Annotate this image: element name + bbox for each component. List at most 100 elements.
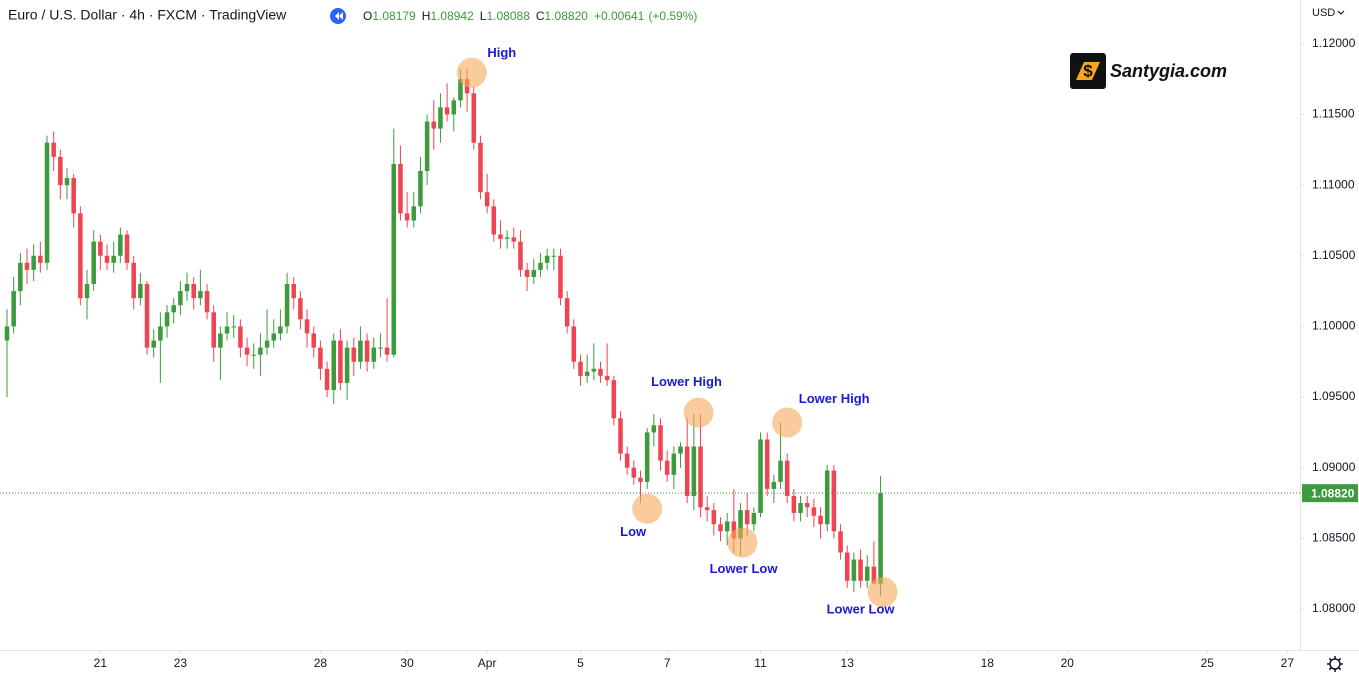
candle-body	[4, 326, 10, 341]
candle-body	[151, 340, 156, 348]
x-tick-label: 18	[981, 656, 995, 670]
candle-body	[698, 446, 703, 508]
last-price-box	[1302, 484, 1358, 503]
annotation-marker	[456, 57, 487, 88]
annotation-marker	[632, 493, 663, 524]
candle-body	[11, 291, 16, 327]
candle-body	[511, 237, 517, 242]
y-tick-label: 1.10500	[1312, 248, 1356, 262]
candle-body	[864, 566, 870, 581]
candle-body	[824, 470, 830, 525]
annotation-marker	[683, 397, 714, 428]
settings-icon[interactable]	[1327, 656, 1343, 672]
logo-text: Santygia.com	[1110, 61, 1227, 81]
replay-icon[interactable]	[330, 8, 346, 24]
candle-body	[558, 255, 563, 299]
candle-body	[504, 237, 510, 239]
candle-body	[878, 493, 883, 584]
candle-body	[351, 347, 357, 362]
candle-body	[224, 326, 230, 334]
candle-body	[358, 340, 363, 362]
candle-body	[144, 284, 150, 348]
legend-value: 1.08942	[430, 9, 474, 23]
candle-body	[451, 100, 457, 115]
candle-body	[98, 241, 103, 256]
candle-body	[631, 467, 637, 478]
candle-body	[604, 375, 610, 381]
x-tick-label: Apr	[478, 656, 497, 670]
candle-body	[638, 477, 643, 482]
candle-body	[724, 521, 730, 532]
legend-key: L	[480, 9, 487, 23]
ohlc-legend: O1.08179 H1.08942 L1.08088 C1.08820 +0.00641…	[363, 9, 697, 23]
currency-caret	[1337, 10, 1345, 15]
candle-body	[258, 347, 263, 355]
candle-body	[458, 79, 463, 101]
logo-dollar: $	[1083, 61, 1093, 80]
candle-body	[38, 255, 43, 263]
legend-change: +0.00641	[594, 9, 645, 23]
candle-body	[624, 453, 630, 468]
candle-body	[718, 524, 723, 532]
candle-body	[844, 552, 850, 581]
candle-body	[198, 291, 203, 299]
candle-body	[471, 93, 477, 143]
candle-body	[744, 510, 750, 525]
candle-body	[424, 121, 430, 171]
currency[interactable]: USD	[1312, 7, 1335, 19]
candle-body	[618, 418, 623, 454]
candle-body	[104, 255, 110, 263]
x-tick-label: 20	[1061, 656, 1075, 670]
candle-body	[431, 121, 437, 129]
candle-body	[778, 460, 783, 482]
candle-body	[378, 347, 383, 349]
candle-body	[278, 326, 283, 334]
candle-body	[78, 213, 83, 299]
candle-body	[704, 507, 710, 511]
candle-body	[531, 269, 537, 277]
candle-body	[804, 503, 810, 508]
candle-body	[311, 333, 317, 348]
candle-body	[24, 262, 30, 270]
candle-body	[318, 347, 323, 369]
candle-body	[411, 206, 417, 221]
y-tick-label: 1.12000	[1312, 36, 1356, 50]
candle-body	[158, 326, 163, 341]
candle-body	[818, 515, 823, 525]
y-tick-label: 1.10000	[1312, 319, 1356, 333]
last-price-label: 1.08820	[1311, 486, 1355, 500]
candle-body	[384, 347, 390, 355]
x-tick-label: 5	[577, 656, 584, 670]
candle-body	[524, 269, 530, 277]
legend-key: C	[536, 9, 545, 23]
x-tick-label: 11	[754, 656, 767, 670]
candle-body	[291, 284, 297, 299]
candle-body	[691, 446, 697, 496]
candle-body	[71, 178, 76, 214]
candle-body	[598, 368, 603, 376]
candle-body	[811, 507, 817, 516]
candle-body	[651, 425, 657, 433]
candle-body	[484, 192, 490, 207]
candle-body	[544, 255, 550, 263]
candle-body	[298, 298, 303, 320]
candle-body	[791, 495, 797, 513]
candle-body	[564, 298, 570, 327]
candle-body	[404, 213, 410, 221]
x-tick-label: 25	[1201, 656, 1215, 670]
candle-body	[244, 347, 250, 355]
legend-value: 1.08088	[486, 9, 530, 23]
candle-body	[344, 347, 350, 383]
candle-body	[51, 142, 56, 157]
candle-body	[591, 368, 597, 372]
candle-body	[731, 521, 737, 539]
x-tick-label: 21	[94, 656, 108, 670]
candle-body	[678, 446, 683, 454]
candle-body	[438, 107, 443, 129]
candle-body	[664, 460, 670, 475]
candle-body	[211, 312, 216, 348]
candle-body	[64, 178, 70, 186]
